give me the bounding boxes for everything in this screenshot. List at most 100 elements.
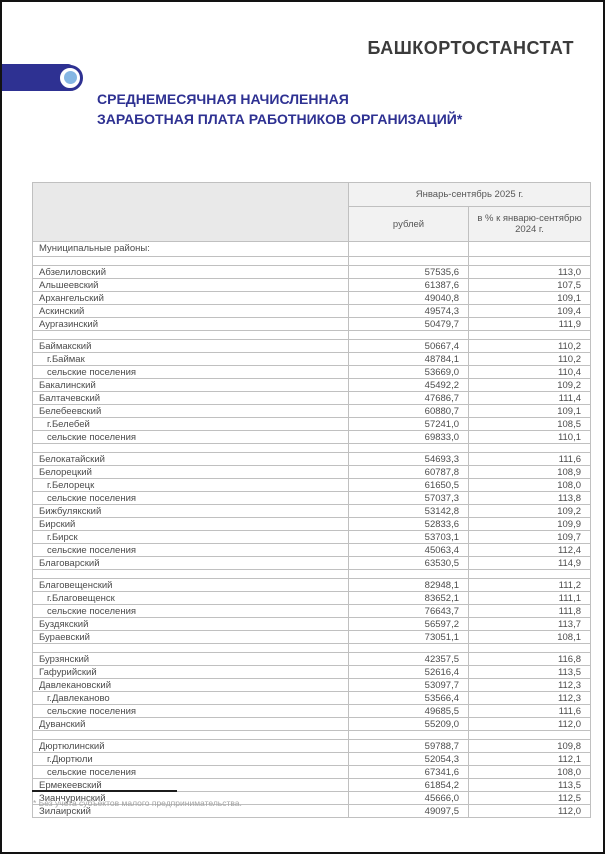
table-row: сельские поселения 49685,5 111,6 [32, 704, 592, 718]
logo-dot-icon [57, 64, 83, 91]
region-name: Балтачевский [32, 391, 349, 405]
table-row: г.Баймак 48784,1 110,2 [32, 352, 592, 366]
pct-value: 112,1 [467, 752, 592, 766]
pct-value: 112,0 [467, 804, 592, 818]
rub-value: 52616,4 [348, 665, 469, 679]
page-title-line-1: СРЕДНЕМЕСЯЧНАЯ НАЧИСЛЕННАЯ [97, 91, 349, 107]
rub-value: 67341,6 [348, 765, 469, 779]
region-name: Бакалинский [32, 378, 349, 392]
region-name [32, 569, 349, 579]
pct-value: 110,2 [467, 352, 592, 366]
pct-value: 109,7 [467, 530, 592, 544]
rub-value [348, 443, 469, 453]
table-row: Бураевский 73051,1 108,1 [32, 630, 592, 644]
wage-table: Январь-сентябрь 2025 г. рублей в % к янв… [32, 182, 592, 818]
pct-value [467, 730, 592, 740]
region-name [32, 256, 349, 266]
rub-value: 53097,7 [348, 678, 469, 692]
rub-value: 61854,2 [348, 778, 469, 792]
rub-value: 49574,3 [348, 304, 469, 318]
pct-value: 113,0 [467, 265, 592, 279]
pct-value: 111,9 [467, 317, 592, 331]
table-row: Давлекановский 53097,7 112,3 [32, 678, 592, 692]
pct-value: 111,8 [467, 604, 592, 618]
table-row: Аскинский 49574,3 109,4 [32, 304, 592, 318]
rub-value: 45666,0 [348, 791, 469, 805]
rub-value: 49097,5 [348, 804, 469, 818]
region-name: Аскинский [32, 304, 349, 318]
footnote-divider [32, 790, 177, 792]
rub-value: 61387,6 [348, 278, 469, 292]
pct-value [467, 569, 592, 579]
table-row: Баймакский 50667,4 110,2 [32, 339, 592, 353]
pct-value: 112,4 [467, 543, 592, 557]
region-name: Баймакский [32, 339, 349, 353]
rub-value: 59788,7 [348, 739, 469, 753]
rub-value [348, 256, 469, 266]
rub-value: 76643,7 [348, 604, 469, 618]
table-row: Зилаирский 49097,5 112,0 [32, 804, 592, 818]
region-name: Благовещенский [32, 578, 349, 592]
pct-value: 111,4 [467, 391, 592, 405]
pct-value: 110,4 [467, 365, 592, 379]
pct-value: 108,1 [467, 630, 592, 644]
region-name: г.Бирск [32, 530, 349, 544]
pct-value: 113,5 [467, 665, 592, 679]
rub-value: 53669,0 [348, 365, 469, 379]
table-row: Белорецкий 60787,8 108,9 [32, 465, 592, 479]
table-row: Балтачевский 47686,7 111,4 [32, 391, 592, 405]
rub-value: 49040,8 [348, 291, 469, 305]
table-row: Бурзянский 42357,5 116,8 [32, 652, 592, 666]
pct-value: 114,9 [467, 556, 592, 570]
pct-value: 108,5 [467, 417, 592, 431]
spacer-row [32, 730, 592, 740]
table-row: Гафурийский 52616,4 113,5 [32, 665, 592, 679]
table-row: сельские поселения 45063,4 112,4 [32, 543, 592, 557]
rub-value: 83652,1 [348, 591, 469, 605]
region-name: г.Белебей [32, 417, 349, 431]
rub-value: 53142,8 [348, 504, 469, 518]
pct-value [467, 643, 592, 653]
table-row: Дуванский 55209,0 112,0 [32, 717, 592, 731]
table-row: Альшеевский 61387,6 107,5 [32, 278, 592, 292]
pct-value: 110,1 [467, 430, 592, 444]
table-row: г.Белебей 57241,0 108,5 [32, 417, 592, 431]
pct-value: 109,8 [467, 739, 592, 753]
region-name: Благоварский [32, 556, 349, 570]
logo-bar [2, 64, 83, 91]
pct-value: 108,0 [467, 765, 592, 779]
rub-value: 60880,7 [348, 404, 469, 418]
rub-value [348, 241, 469, 257]
rub-value: 53703,1 [348, 530, 469, 544]
rub-value: 49685,5 [348, 704, 469, 718]
page-title-line-2: ЗАРАБОТНАЯ ПЛАТА РАБОТНИКОВ ОРГАНИЗАЦИЙ* [97, 111, 463, 127]
region-name: г.Давлеканово [32, 691, 349, 705]
table-row: сельские поселения 53669,0 110,4 [32, 365, 592, 379]
pct-value: 116,8 [467, 652, 592, 666]
table-row: Муниципальные районы: [32, 241, 592, 257]
table-row: Аургазинский 50479,7 111,9 [32, 317, 592, 331]
rub-value: 57037,3 [348, 491, 469, 505]
table-row: Бижбулякский 53142,8 109,2 [32, 504, 592, 518]
pct-value: 109,9 [467, 517, 592, 531]
table-header-row-columns: рублей в % к январю-сентябрю 2024 г. [33, 206, 592, 242]
region-name: сельские поселения [32, 365, 349, 379]
pct-value: 113,8 [467, 491, 592, 505]
table-row: Архангельский 49040,8 109,1 [32, 291, 592, 305]
column-header-percent: в % к январю-сентябрю 2024 г. [467, 206, 592, 242]
pct-value [467, 256, 592, 266]
pct-value: 111,2 [467, 578, 592, 592]
region-name: Буздякский [32, 617, 349, 631]
region-name: Дуванский [32, 717, 349, 731]
pct-value: 108,9 [467, 465, 592, 479]
region-name: Бураевский [32, 630, 349, 644]
table-row: г.Благовещенск 83652,1 111,1 [32, 591, 592, 605]
region-name: Белебеевский [32, 404, 349, 418]
region-name: сельские поселения [32, 491, 349, 505]
pct-value: 109,2 [467, 378, 592, 392]
rub-value [348, 730, 469, 740]
table-row: сельские поселения 76643,7 111,8 [32, 604, 592, 618]
region-name: г.Дюртюли [32, 752, 349, 766]
table-row: Белебеевский 60880,7 109,1 [32, 404, 592, 418]
rub-value: 45063,4 [348, 543, 469, 557]
